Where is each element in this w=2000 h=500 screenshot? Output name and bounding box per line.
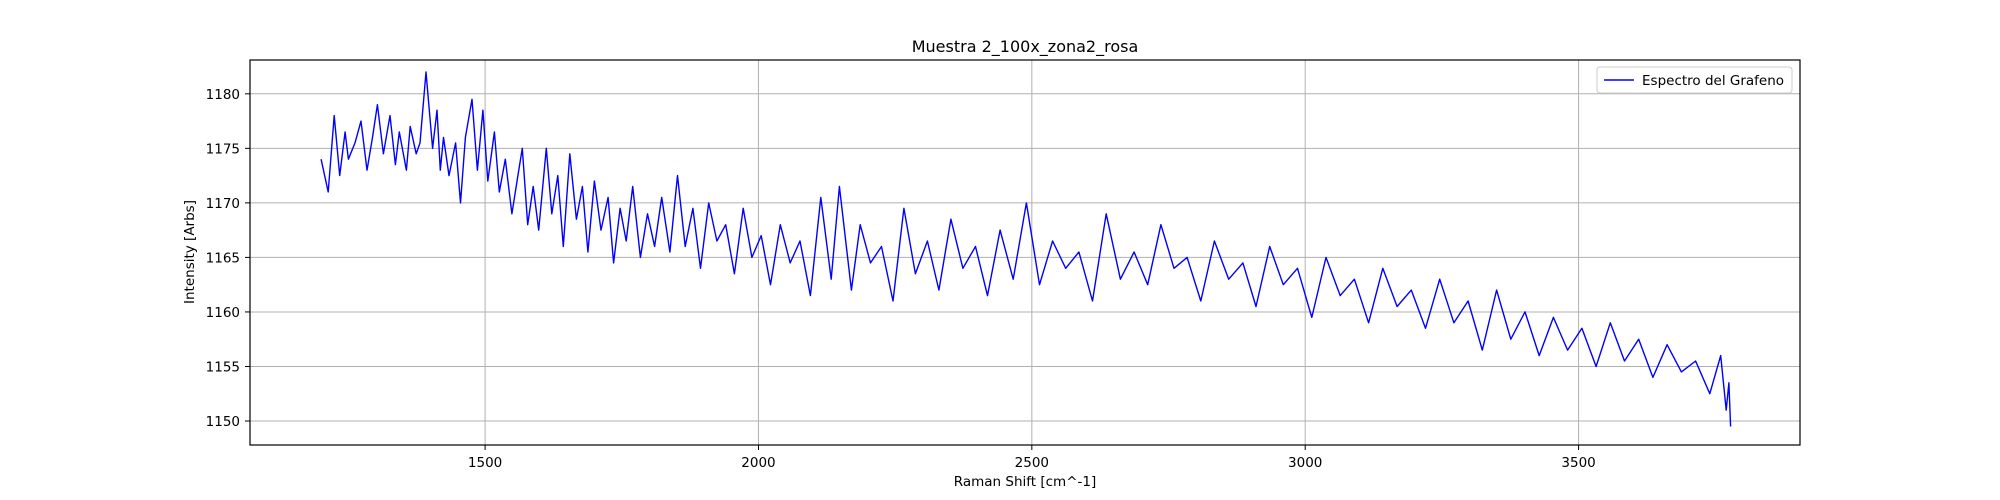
x-tick-label: 3000	[1288, 455, 1322, 471]
y-tick-label: 1150	[206, 414, 240, 430]
x-tick-label: 1500	[468, 455, 502, 471]
grid-lines	[250, 60, 1800, 445]
y-tick-label: 1180	[206, 87, 240, 103]
x-axis-label: Raman Shift [cm^-1]	[954, 474, 1096, 490]
series-layer	[320, 71, 1732, 427]
y-axis-label: Intensity [Arbs]	[182, 200, 198, 304]
legend-box	[1596, 66, 1793, 94]
x-tick-label: 2000	[741, 455, 775, 471]
series-line-0	[320, 71, 1732, 427]
legend: Espectro del Grafeno	[1596, 66, 1793, 94]
legend-label-espectro: Espectro del Grafeno	[1642, 73, 1784, 89]
y-axis-ticks: 1150 1155 1160 1165 1170 1175 1180	[206, 87, 250, 430]
chart-title: Muestra 2_100x_zona2_rosa	[912, 37, 1139, 57]
x-tick-label: 3500	[1561, 455, 1595, 471]
x-tick-label: 2500	[1015, 455, 1049, 471]
y-tick-label: 1170	[206, 196, 240, 212]
y-tick-label: 1155	[206, 359, 240, 375]
x-axis-ticks: 1500 2000 2500 3000 3500	[468, 445, 1596, 471]
y-tick-label: 1175	[206, 141, 240, 157]
y-tick-label: 1165	[206, 250, 240, 266]
y-tick-label: 1160	[206, 305, 240, 321]
plot-area-frame	[249, 59, 1801, 446]
